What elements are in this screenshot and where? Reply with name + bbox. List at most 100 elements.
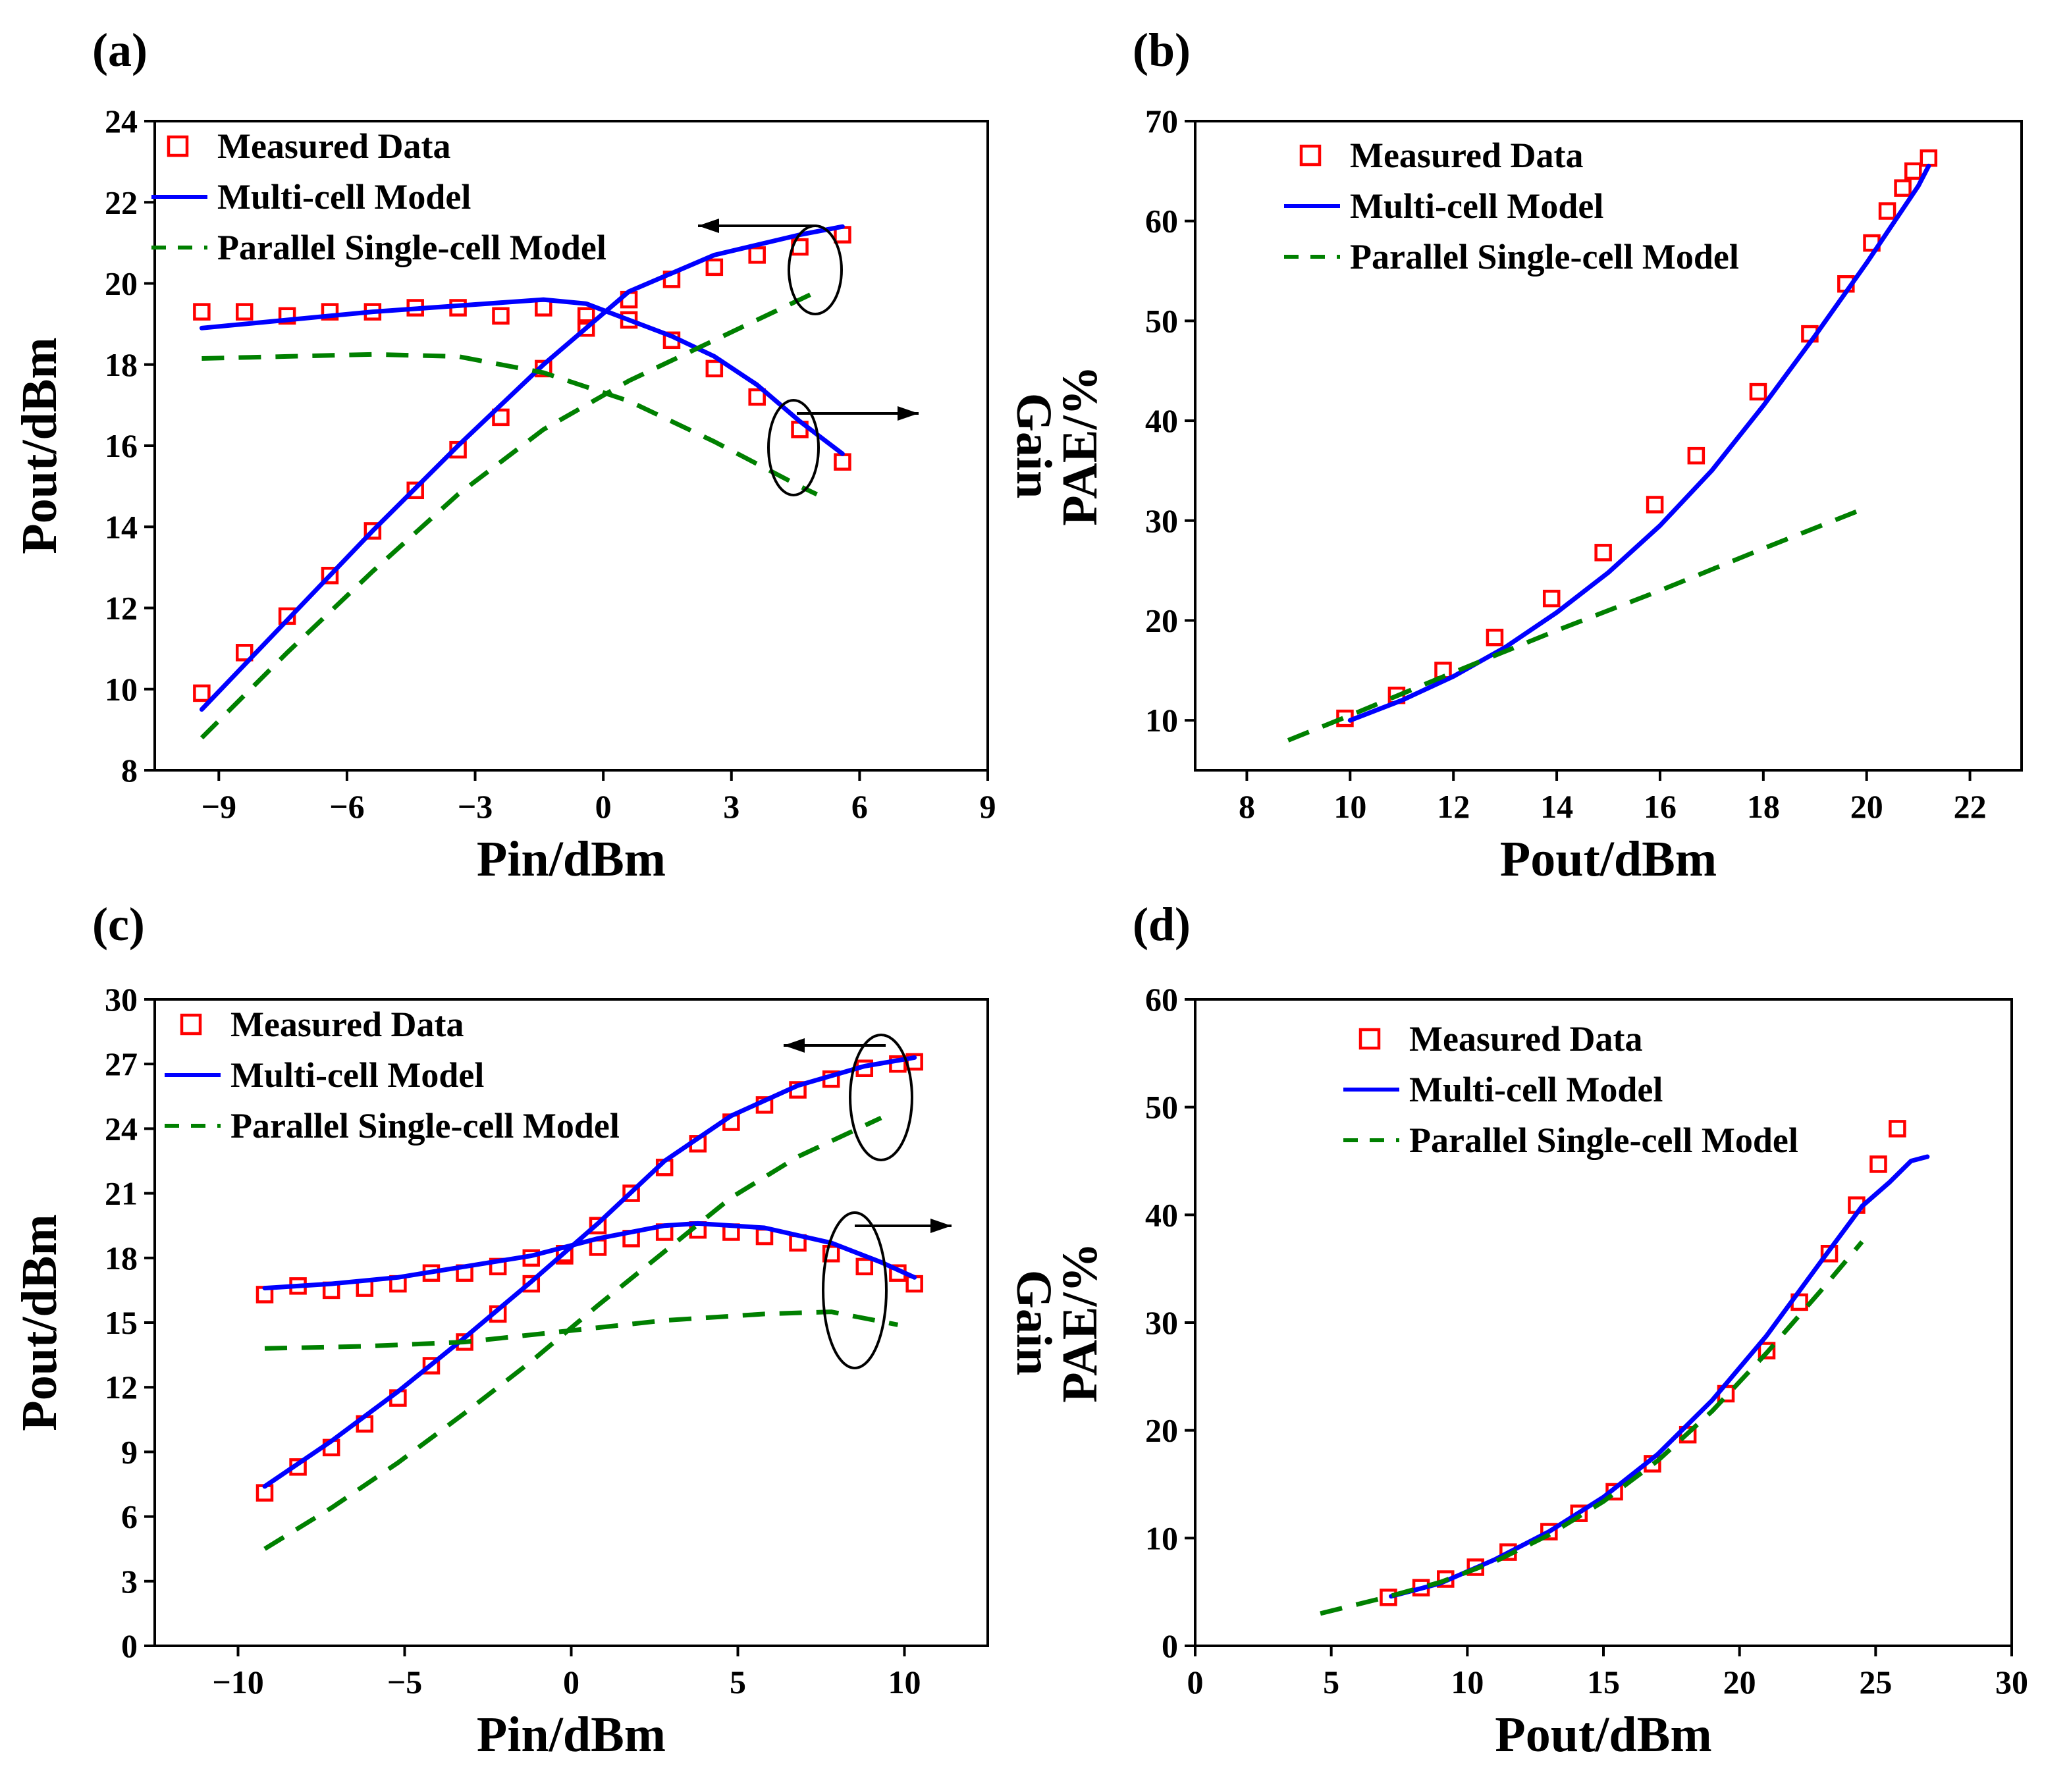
x-tick-label: 12: [1437, 788, 1470, 825]
y-tick-label: 15: [105, 1304, 138, 1341]
y-tick-label: 30: [1145, 1304, 1178, 1341]
x-tick-label: −3: [458, 788, 493, 825]
legend-label-measured: Measured Data: [230, 1005, 464, 1044]
arrow-right-a-head: [898, 406, 919, 421]
measured-marker: [363, 522, 382, 540]
measured-marker: [193, 684, 211, 702]
y-tick-label: 20: [1145, 1412, 1178, 1449]
parallel-single-cell-line: [263, 1115, 882, 1551]
panel-a: (a) −9 −6 −3 0 3 6 9 8 10 12 14 16 18 20 22 24 Pin/dBm Pou…: [12, 24, 1061, 887]
y-tick-label: 10: [105, 671, 138, 708]
y-tick-label: 18: [105, 346, 138, 383]
y-tick-label: 20: [1145, 602, 1178, 639]
measured-marker: [577, 319, 595, 337]
parallel-single-cell-line: [1287, 505, 1867, 743]
multi-cell-line: [199, 297, 845, 456]
y-axis-title: Pout/dBm: [12, 337, 67, 554]
measured-marker: [1749, 382, 1767, 401]
x-tick-label: 10: [1451, 1664, 1484, 1700]
x-tick-label: −5: [387, 1664, 423, 1700]
legend-label-parallel: Parallel Single-cell Model: [1409, 1120, 1798, 1160]
measured-marker: [1894, 179, 1912, 197]
y-tick-label: 8: [121, 752, 138, 789]
measured-marker: [1646, 496, 1664, 514]
legend-label-measured: Measured Data: [1409, 1019, 1642, 1059]
legend-label-measured: Measured Data: [217, 126, 450, 166]
measured-marker: [321, 303, 339, 321]
x-tick-label: 10: [888, 1664, 921, 1700]
multi-cell-line: [262, 1055, 917, 1489]
legend: Measured Data Multi-cell Model Parallel Si…: [1343, 1019, 1798, 1160]
measured-marker: [1889, 1120, 1906, 1138]
y-tick-label: 10: [1145, 1519, 1178, 1556]
ellipse-pout-a: [788, 224, 843, 315]
legend-label-measured: Measured Data: [1350, 136, 1583, 175]
plot-frame: [1194, 120, 2023, 772]
x-tick-label: 30: [1995, 1664, 2028, 1700]
y-axis-title: Pout/dBm: [12, 1214, 67, 1431]
legend-label-multi: Multi-cell Model: [230, 1055, 484, 1095]
y-tick-label: 70: [1145, 103, 1178, 140]
arrow-right-c-head: [930, 1219, 952, 1233]
measured-marker: [855, 1257, 874, 1276]
x-axis-title: Pin/dBm: [477, 831, 666, 887]
ellipse-gain-c: [822, 1211, 888, 1369]
x-tick-label: 20: [1850, 788, 1883, 825]
measured-marker: [492, 307, 510, 325]
y-tick-label: 21: [105, 1175, 138, 1212]
x-tick-label: 22: [1954, 788, 1987, 825]
multi-cell-line: [199, 224, 845, 712]
measured-marker: [406, 481, 424, 500]
x-tick-label: 25: [1859, 1664, 1892, 1700]
x-tick-label: 9: [980, 788, 996, 825]
x-tick-label: 18: [1747, 788, 1780, 825]
panel-letter: (a): [92, 24, 148, 76]
measured-marker: [278, 307, 296, 325]
y-tick-label: 24: [105, 103, 138, 140]
y-tick-label: 40: [1145, 1196, 1178, 1233]
measured-marker: [1758, 1342, 1776, 1359]
panel-letter: (b): [1133, 24, 1191, 76]
y-tick-label: 20: [105, 265, 138, 302]
measured-marker: [1542, 589, 1561, 608]
multi-cell-line: [1347, 163, 1931, 723]
measured-marker: [822, 1245, 840, 1263]
multi-cell-line: [262, 1221, 917, 1291]
measured-marker: [577, 307, 595, 325]
parallel-single-cell-line: [1320, 1240, 1864, 1616]
measured-marker: [620, 311, 638, 329]
y-tick-label: 16: [105, 427, 138, 464]
plot-frame: [153, 998, 989, 1647]
x-tick-label: 14: [1540, 788, 1573, 825]
y-tick-label: 6: [121, 1498, 138, 1535]
y-tick-label: 30: [1145, 502, 1178, 539]
x-tick-label: −6: [329, 788, 365, 825]
multi-cell-line: [1389, 1154, 1930, 1599]
x-tick-label: 0: [563, 1664, 579, 1700]
measured-marker: [235, 644, 254, 662]
ellipse-gain-a: [767, 399, 820, 496]
measured-marker: [1904, 162, 1922, 180]
panel-b: (b) 8 10 12 14 16 18 20 22 10 20 30 40 50 60 70 Pout/dBm…: [1052, 24, 2023, 887]
legend-marker-measured: [1299, 144, 1322, 167]
x-tick-label: 15: [1587, 1664, 1620, 1700]
measured-marker: [622, 1184, 640, 1202]
legend-label-multi: Multi-cell Model: [1350, 186, 1603, 226]
y-tick-label: 60: [1145, 981, 1178, 1018]
legend: Measured Data Multi-cell Model Parallel Si…: [165, 1005, 620, 1146]
measured-marker: [492, 408, 510, 427]
arrow-left-a-head: [698, 219, 719, 233]
measured-marker: [748, 388, 766, 406]
x-tick-label: 16: [1644, 788, 1677, 825]
x-tick-label: 3: [723, 788, 739, 825]
measured-marker: [1687, 446, 1706, 465]
y-tick-label: 30: [105, 981, 138, 1018]
y-tick-label: 40: [1145, 402, 1178, 439]
measured-marker: [834, 453, 851, 471]
y-tick-label: 9: [121, 1433, 138, 1470]
parallel-single-cell-line: [264, 1309, 899, 1351]
y-tick-label: 24: [105, 1110, 138, 1147]
measured-marker: [589, 1217, 607, 1234]
